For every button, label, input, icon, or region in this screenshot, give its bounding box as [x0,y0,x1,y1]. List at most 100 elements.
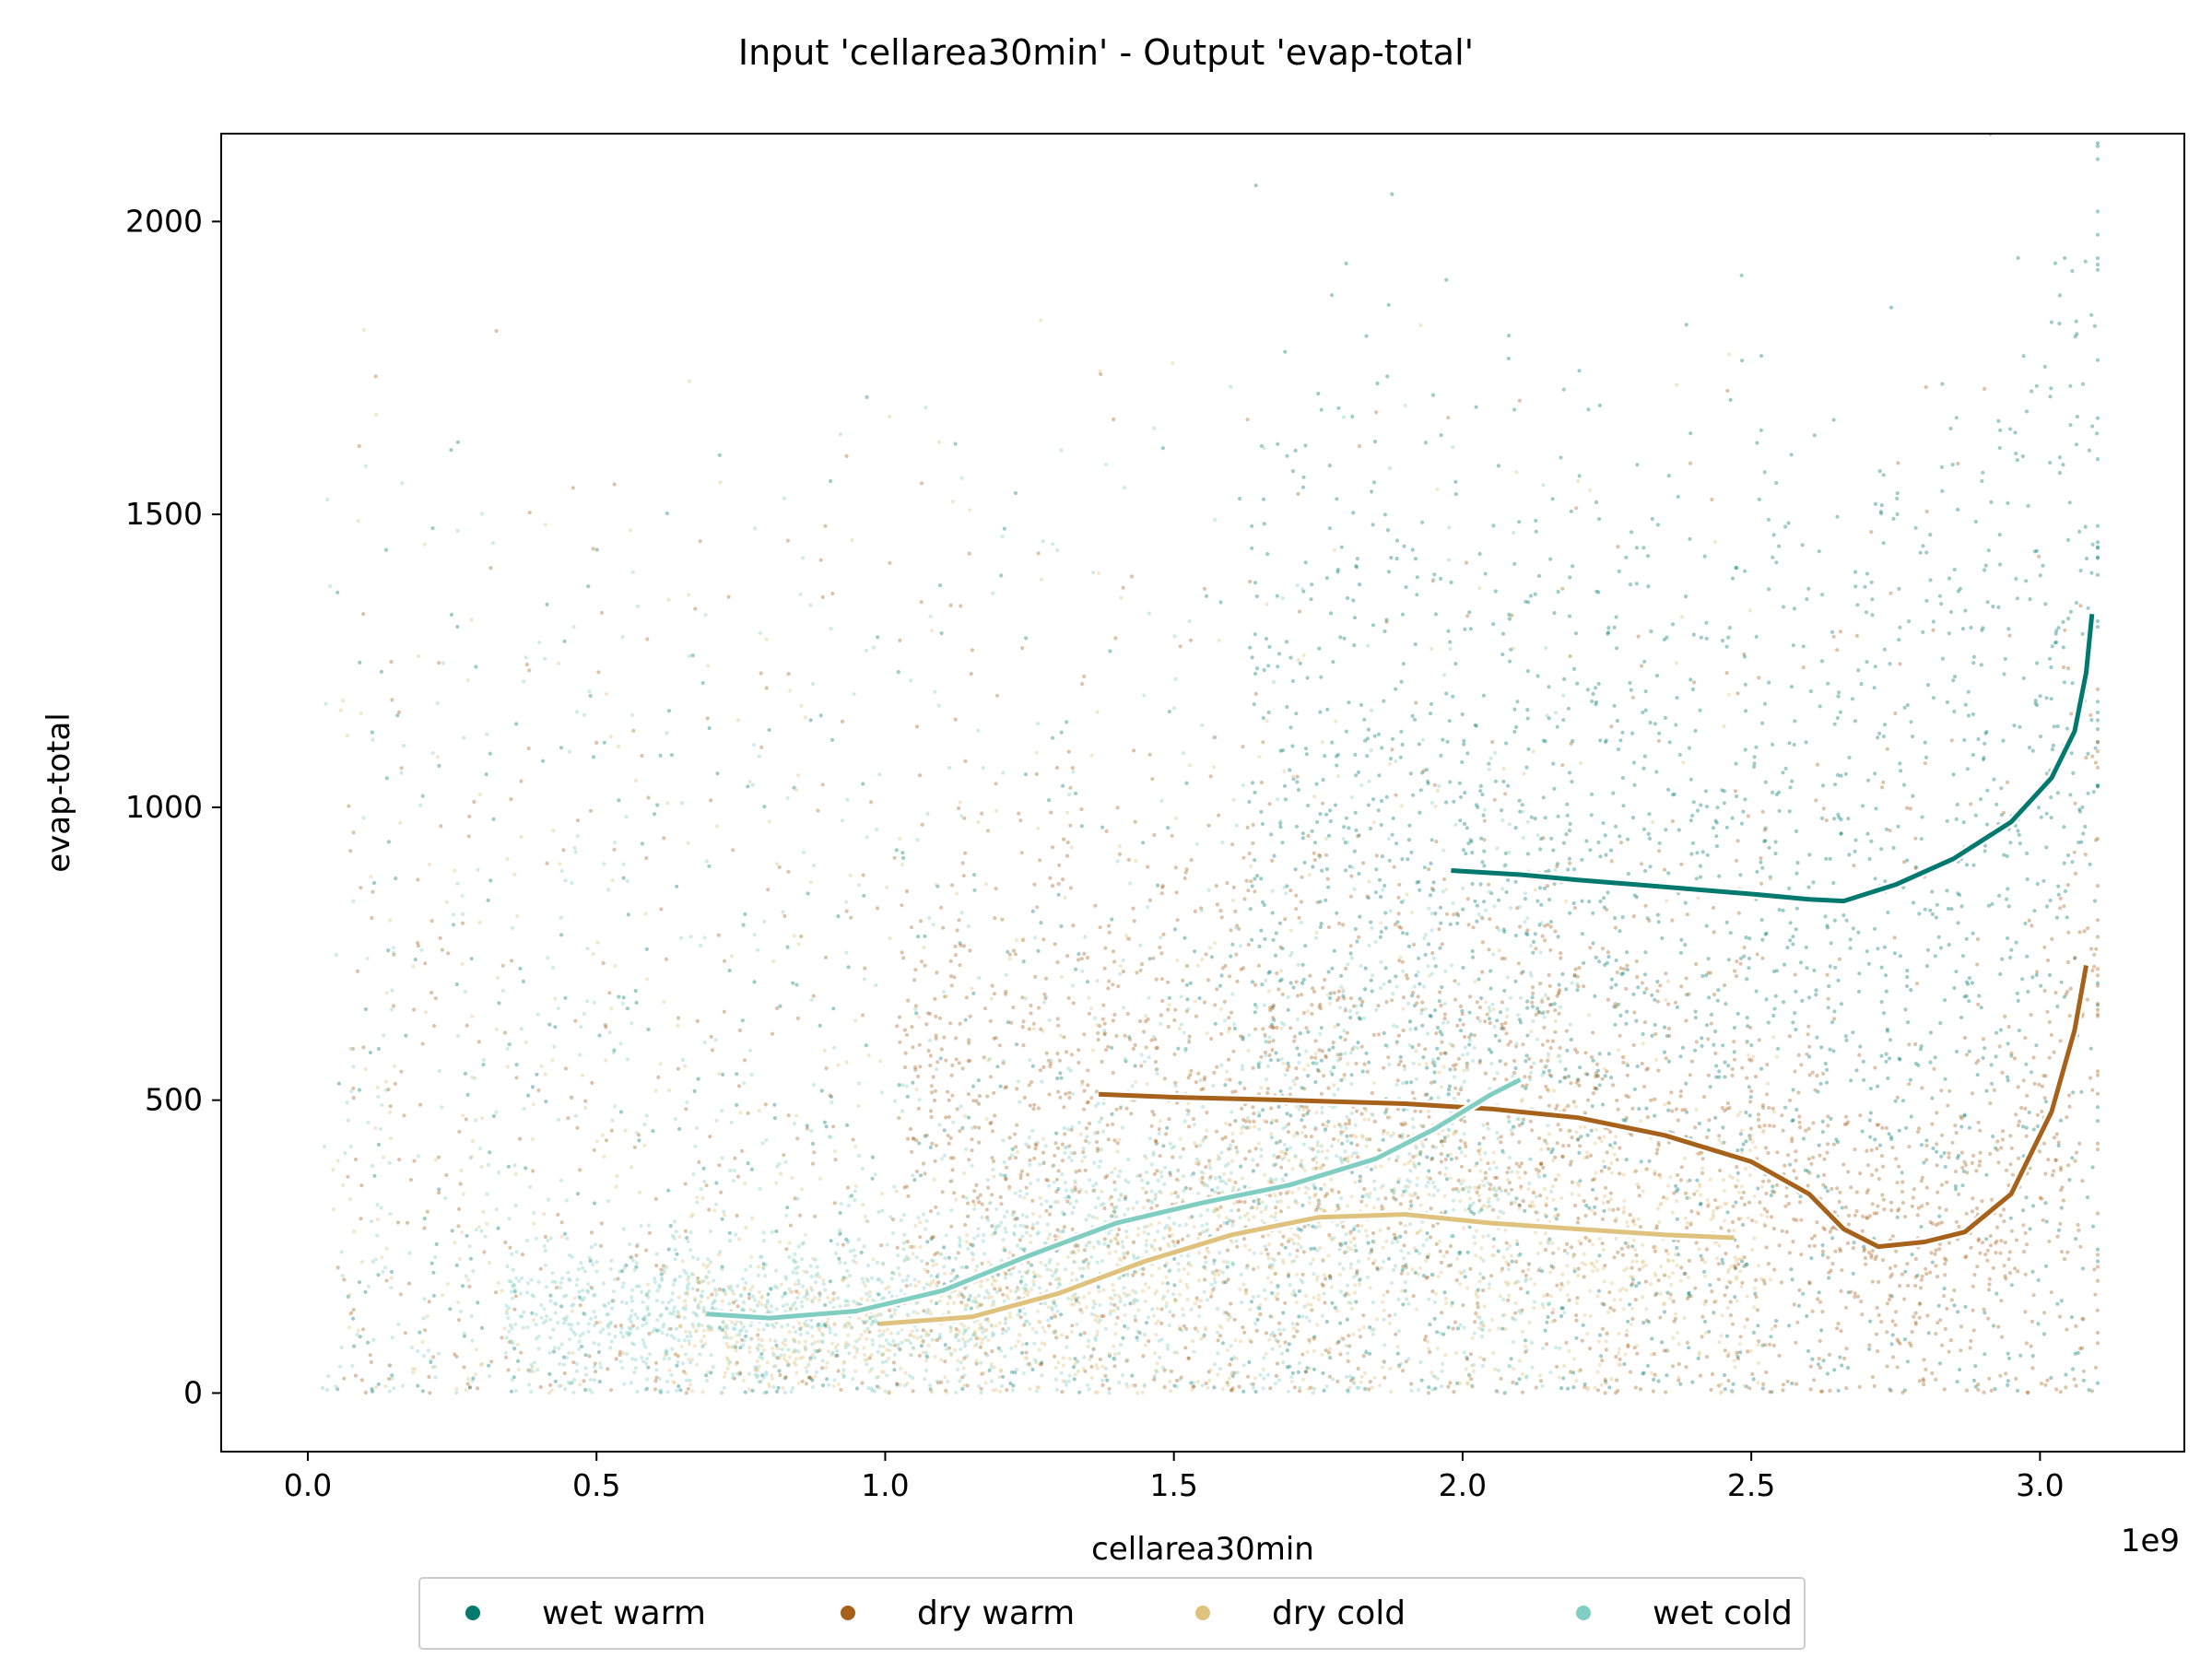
scatter-point [1341,923,1346,927]
scatter-point [1709,1012,1714,1017]
scatter-point [1983,741,1987,746]
scatter-point [1070,766,1075,771]
scatter-point [1251,1105,1255,1110]
scatter-point [1417,1161,1421,1166]
scatter-point [1056,1187,1061,1192]
scatter-point [1335,998,1340,1003]
scatter-point [1584,1203,1589,1208]
scatter-point [1646,554,1651,559]
scatter-point [1744,1110,1748,1115]
scatter-point [1399,729,1404,734]
scatter-point [2094,947,2099,951]
scatter-point [1895,512,1900,517]
scatter-point [1730,1219,1735,1225]
scatter-point [1596,590,1601,594]
scatter-point [1585,1133,1590,1137]
scatter-point [1472,1033,1477,1038]
scatter-point [1873,1065,1877,1070]
scatter-point [1154,1067,1159,1072]
scatter-point [2095,1381,2100,1385]
scatter-point [1854,633,1859,639]
scatter-point [1253,982,1258,987]
scatter-point [1034,771,1039,777]
scatter-point [1556,935,1560,939]
scatter-point [1863,1255,1867,1261]
scatter-point [1597,1253,1602,1258]
scatter-point [1597,1083,1602,1088]
scatter-point [1291,985,1296,990]
scatter-point [815,1349,820,1354]
scatter-point [1832,722,1837,726]
scatter-point [1504,1077,1509,1082]
scatter-point [1970,1209,1975,1214]
scatter-point [2020,1124,2026,1129]
scatter-point [1937,1247,1942,1252]
scatter-point [1946,906,1950,912]
scatter-point [1951,678,1956,683]
scatter-point [2047,656,2053,661]
scatter-point [481,1063,486,1067]
scatter-point [1667,1033,1672,1038]
scatter-point [1571,564,1575,569]
scatter-point [1453,662,1458,666]
scatter-point [1861,1214,1865,1218]
scatter-point [1793,972,1797,977]
scatter-point [1121,1335,1125,1340]
scatter-point [1892,935,1897,940]
scatter-point [1648,865,1653,869]
scatter-point [1421,769,1426,773]
scatter-point [1655,912,1660,917]
scatter-point [1777,544,1782,548]
scatter-point [1315,900,1320,905]
scatter-point [1582,1275,1586,1279]
scatter-point [1288,981,1293,985]
scatter-point [837,1256,841,1261]
scatter-point [1019,851,1024,855]
scatter-point [1020,995,1025,1000]
scatter-point [1082,1088,1087,1093]
scatter-point [1595,1388,1601,1393]
scatter-point [1009,1020,1014,1025]
scatter-point [1954,817,1959,822]
scatter-point [416,877,420,882]
scatter-point [1048,1205,1053,1209]
scatter-point [1879,847,1884,852]
scatter-point [1274,1373,1278,1378]
scatter-point [1402,1189,1406,1194]
scatter-point [2004,1168,2009,1172]
scatter-point [1844,918,1849,923]
scatter-point [1849,1078,1853,1083]
scatter-point [1598,738,1603,743]
scatter-point [1267,1194,1273,1198]
scatter-point [1943,1256,1947,1261]
scatter-point [1501,927,1506,932]
scatter-point [1843,1305,1848,1310]
scatter-point [1958,586,1962,592]
scatter-point [900,903,904,908]
scatter-point [390,698,394,702]
scatter-point [1183,1346,1188,1350]
scatter-point [1760,937,1765,942]
scatter-point [1324,576,1329,581]
scatter-point [1495,1018,1500,1023]
scatter-point [1772,1267,1777,1272]
scatter-point [1055,960,1060,965]
scatter-point [1600,1077,1605,1081]
scatter-point [2064,1372,2068,1377]
scatter-point [1056,1169,1061,1173]
scatter-point [1792,606,1796,611]
scatter-point [778,1372,782,1378]
scatter-point [1059,1076,1064,1080]
scatter-point [1835,1140,1840,1145]
scatter-point [1996,1160,2001,1165]
scatter-point [592,1147,596,1152]
scatter-point [1369,920,1373,924]
scatter-point [1278,1209,1284,1214]
scatter-point [834,1353,839,1359]
scatter-point [1429,1014,1433,1018]
scatter-point [521,979,526,983]
scatter-point [1323,1194,1328,1198]
scatter-point [1056,1146,1061,1150]
scatter-point [1643,708,1648,712]
scatter-point [1928,908,1933,912]
